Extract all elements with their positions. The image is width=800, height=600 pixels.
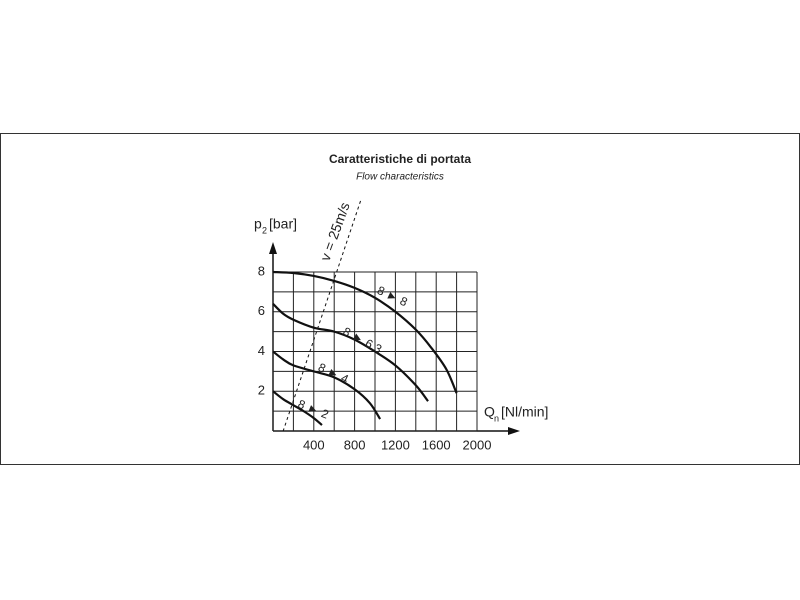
x-tick-label: 800 bbox=[344, 437, 366, 452]
y-tick-label: 8 bbox=[258, 263, 265, 278]
x-tick-label: 1200 bbox=[381, 437, 410, 452]
curve-label: 8 ► 4 bbox=[316, 360, 351, 386]
y-arrow bbox=[269, 242, 277, 254]
y-tick-label: 6 bbox=[258, 303, 265, 318]
x-tick-label: 1600 bbox=[422, 437, 451, 452]
curve bbox=[272, 270, 458, 394]
x-tick-label: 400 bbox=[303, 437, 325, 452]
reference-label: v = 25m/s bbox=[317, 200, 353, 263]
curve bbox=[272, 303, 429, 402]
chart-title: Caratteristiche di portata bbox=[329, 152, 471, 166]
x-tick-label: 2000 bbox=[463, 437, 492, 452]
x-arrow bbox=[508, 427, 520, 435]
y-title-sub: 2 bbox=[262, 225, 267, 235]
y-axis-title: p 2 [bar] bbox=[254, 216, 297, 236]
curve bbox=[272, 350, 382, 420]
y-title-unit: [bar] bbox=[269, 216, 297, 232]
x-axis-title: Q n [Nl/min] bbox=[484, 404, 548, 424]
x-title-main: Q bbox=[484, 404, 495, 420]
y-title-main: p bbox=[254, 216, 262, 232]
y-tick-label: 4 bbox=[258, 343, 265, 358]
x-title-sub: n bbox=[494, 413, 499, 423]
x-title-unit: [Nl/min] bbox=[501, 404, 548, 420]
chart-subtitle: Flow characteristics bbox=[356, 172, 444, 183]
curve bbox=[272, 390, 323, 426]
y-tick-label: 2 bbox=[258, 383, 265, 398]
curve-label: 8 ► 8 bbox=[375, 283, 410, 309]
